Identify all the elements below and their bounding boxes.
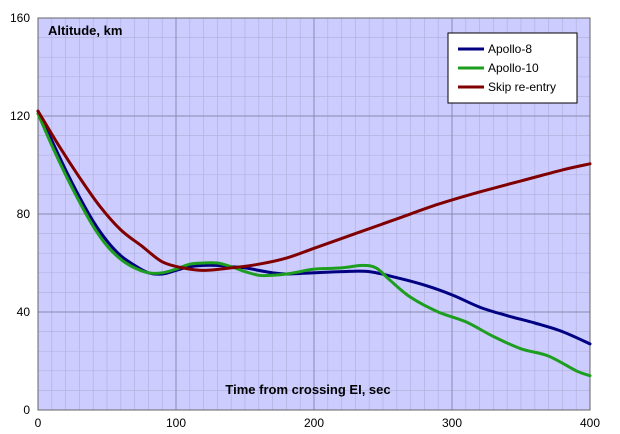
plot-frame (37, 17, 591, 411)
y-tick-label: 80 (17, 207, 31, 221)
y-tick-label: 120 (10, 109, 30, 123)
legend-label-apollo-10: Apollo-10 (488, 61, 539, 75)
y-tick-label: 40 (17, 305, 31, 319)
x-tick-label: 0 (35, 416, 42, 430)
series-layer (36, 109, 592, 378)
series-line-skip-re-entry (36, 109, 592, 272)
legend-label-apollo-8: Apollo-8 (488, 42, 532, 56)
legend: Apollo-8 Apollo-10 Skip re-entry (447, 32, 578, 104)
y-tick-label: 160 (10, 11, 30, 25)
x-axis-label: Time from crossing EI, sec (225, 382, 390, 397)
legend-label-skip-re-entry: Skip re-entry (488, 80, 556, 94)
y-tick-label: 0 (23, 403, 30, 417)
series-line-apollo-10 (36, 112, 592, 378)
x-tick-label: 400 (580, 416, 600, 430)
x-tick-label: 200 (304, 416, 324, 430)
y-axis-label: Altitude, km (48, 23, 122, 38)
x-tick-label: 300 (442, 416, 462, 430)
x-tick-label: 100 (166, 416, 186, 430)
tick-layer: 0 100 200 300 400 0 40 80 120 160 (10, 11, 600, 430)
